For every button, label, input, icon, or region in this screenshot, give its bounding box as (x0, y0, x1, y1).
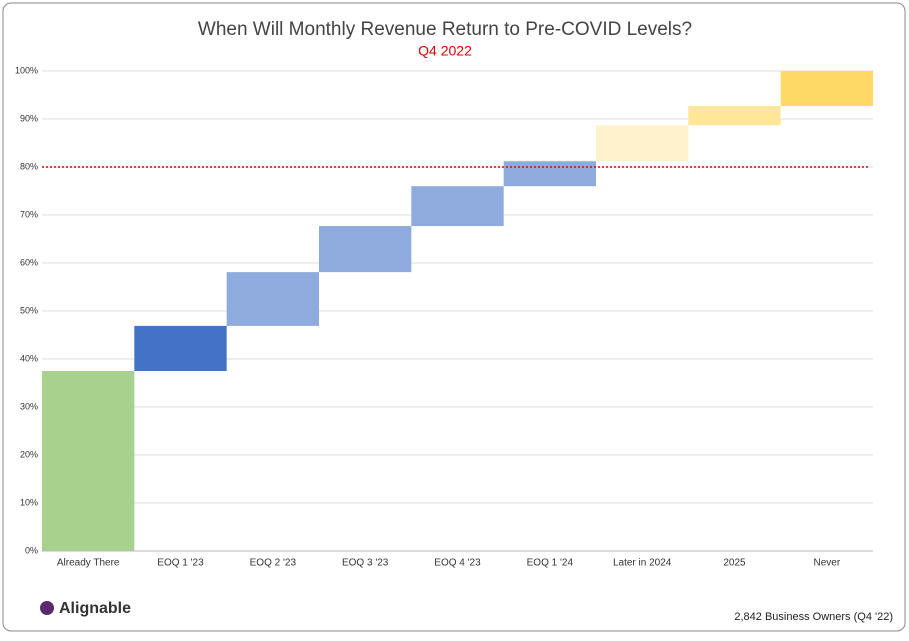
y-tick-label: 60% (20, 257, 38, 267)
bar (42, 371, 135, 551)
y-tick-label: 30% (20, 401, 38, 411)
bar (596, 125, 689, 162)
y-tick-label: 70% (20, 209, 38, 219)
x-tick-label: EOQ 1 '24 (527, 558, 574, 569)
x-tick-label: EOQ 1 '23 (157, 558, 204, 569)
brand-logo: Alignable (40, 600, 131, 617)
chart-subtitle: Q4 2022 (418, 43, 472, 59)
x-tick-label: Never (813, 558, 840, 569)
x-tick-label: EOQ 4 '23 (434, 558, 481, 569)
bar (134, 325, 227, 371)
brand: Alignable (59, 600, 131, 617)
bar (226, 272, 319, 326)
y-tick-label: 20% (20, 449, 38, 459)
bar (780, 71, 873, 107)
logo-icon (40, 601, 54, 615)
frame (2, 2, 906, 632)
x-tick-label: EOQ 3 '23 (342, 558, 389, 569)
x-tick-label: EOQ 2 '23 (250, 558, 297, 569)
y-tick-label: 100% (15, 65, 38, 75)
y-tick-label: 80% (20, 161, 38, 171)
chart-title: When Will Monthly Revenue Return to Pre-… (198, 19, 692, 40)
bar (688, 106, 781, 126)
y-tick-label: 0% (25, 545, 38, 555)
bar (411, 186, 504, 227)
x-tick-label: 2025 (723, 558, 746, 569)
bar (503, 161, 596, 187)
y-tick-label: 40% (20, 353, 38, 363)
x-tick-label: Already There (57, 558, 120, 569)
y-tick-label: 10% (20, 497, 38, 507)
footnote: 2,842 Business Owners (Q4 '22) (734, 611, 893, 623)
y-tick-label: 90% (20, 113, 38, 123)
y-tick-label: 50% (20, 305, 38, 315)
x-tick-label: Later in 2024 (613, 558, 672, 569)
bar (319, 226, 412, 273)
